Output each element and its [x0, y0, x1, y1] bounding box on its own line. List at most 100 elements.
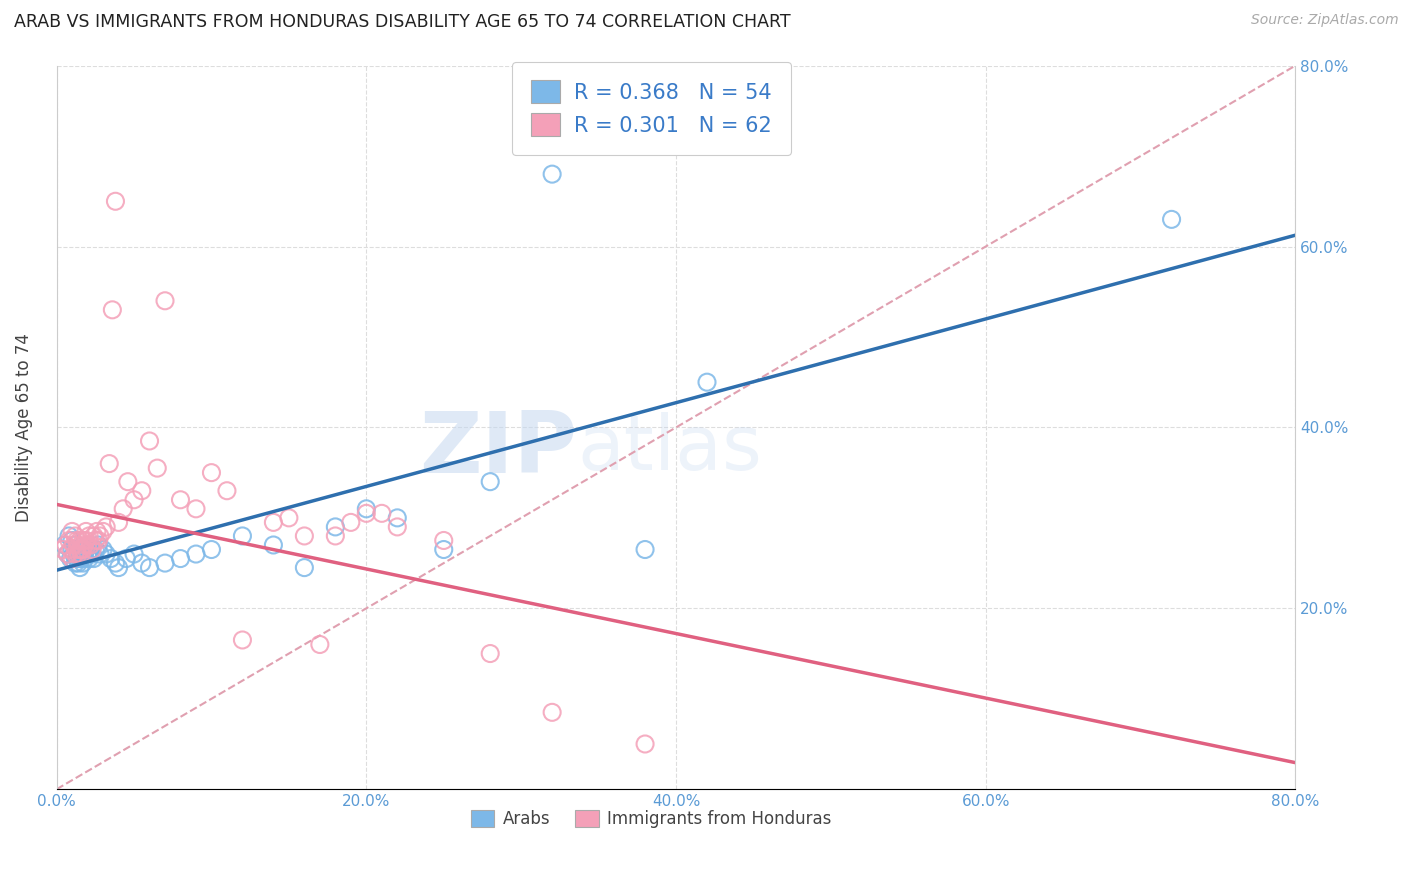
Point [433, 533, 456, 548]
Point [117, 475, 139, 489]
Point [277, 511, 299, 525]
Point [67, 547, 90, 561]
Text: atlas: atlas [576, 412, 762, 486]
Point [66, 542, 89, 557]
Point [153, 556, 176, 570]
Point [73, 547, 96, 561]
Point [262, 538, 284, 552]
Point [75, 524, 97, 539]
Point [433, 542, 456, 557]
Point [122, 492, 145, 507]
Point [70, 542, 93, 557]
Point [96, 520, 118, 534]
Point [75, 533, 97, 548]
Point [292, 529, 315, 543]
Point [153, 293, 176, 308]
Point [84, 542, 107, 557]
Point [63, 556, 86, 570]
Point [356, 501, 378, 516]
Point [73, 551, 96, 566]
Point [200, 542, 222, 557]
Point [72, 533, 94, 548]
Point [70, 551, 93, 566]
Point [79, 538, 101, 552]
Point [101, 302, 124, 317]
Point [104, 556, 127, 570]
Point [325, 529, 347, 543]
Text: Source: ZipAtlas.com: Source: ZipAtlas.com [1251, 13, 1399, 28]
Point [59, 542, 82, 557]
Point [69, 551, 91, 566]
Point [231, 632, 253, 647]
Point [138, 560, 160, 574]
Point [87, 538, 110, 552]
Point [89, 547, 111, 561]
Point [98, 457, 121, 471]
Point [55, 538, 77, 552]
Point [76, 538, 98, 552]
Point [479, 647, 502, 661]
Y-axis label: Disability Age 65 to 74: Disability Age 65 to 74 [15, 333, 32, 522]
Point [60, 533, 83, 548]
Point [84, 533, 107, 548]
Point [66, 533, 89, 548]
Point [169, 492, 191, 507]
Point [91, 542, 114, 557]
Point [371, 506, 394, 520]
Point [215, 483, 238, 498]
Point [67, 547, 90, 561]
Point [69, 533, 91, 548]
Point [146, 461, 169, 475]
Point [115, 551, 138, 566]
Text: ARAB VS IMMIGRANTS FROM HONDURAS DISABILITY AGE 65 TO 74 CORRELATION CHART: ARAB VS IMMIGRANTS FROM HONDURAS DISABIL… [14, 13, 790, 31]
Text: ZIP: ZIP [419, 408, 576, 491]
Point [104, 194, 127, 209]
Point [53, 538, 76, 552]
Point [62, 538, 84, 552]
Point [73, 538, 96, 552]
Point [79, 542, 101, 557]
Point [60, 551, 83, 566]
Point [387, 520, 409, 534]
Point [63, 547, 86, 561]
Point [541, 706, 564, 720]
Point [387, 511, 409, 525]
Point [83, 529, 105, 543]
Point [96, 547, 118, 561]
Point [77, 529, 100, 543]
Point [52, 542, 75, 557]
Point [262, 516, 284, 530]
Point [62, 547, 84, 561]
Point [67, 556, 90, 570]
Point [72, 556, 94, 570]
Point [58, 529, 80, 543]
Point [56, 547, 79, 561]
Point [200, 466, 222, 480]
Point [325, 520, 347, 534]
Point [83, 551, 105, 566]
Point [107, 516, 129, 530]
Point [82, 547, 104, 561]
Point [122, 547, 145, 561]
Point [63, 529, 86, 543]
Point [63, 538, 86, 552]
Point [1160, 212, 1182, 227]
Point [184, 501, 207, 516]
Point [66, 542, 89, 557]
Point [356, 506, 378, 520]
Point [70, 547, 93, 561]
Point [696, 375, 718, 389]
Point [131, 483, 153, 498]
Point [77, 551, 100, 566]
Point [87, 533, 110, 548]
Point [86, 524, 108, 539]
Point [69, 542, 91, 557]
Point [107, 560, 129, 574]
Point [309, 638, 332, 652]
Point [59, 551, 82, 566]
Point [58, 533, 80, 548]
Point [138, 434, 160, 448]
Point [56, 547, 79, 561]
Point [70, 542, 93, 557]
Point [634, 737, 657, 751]
